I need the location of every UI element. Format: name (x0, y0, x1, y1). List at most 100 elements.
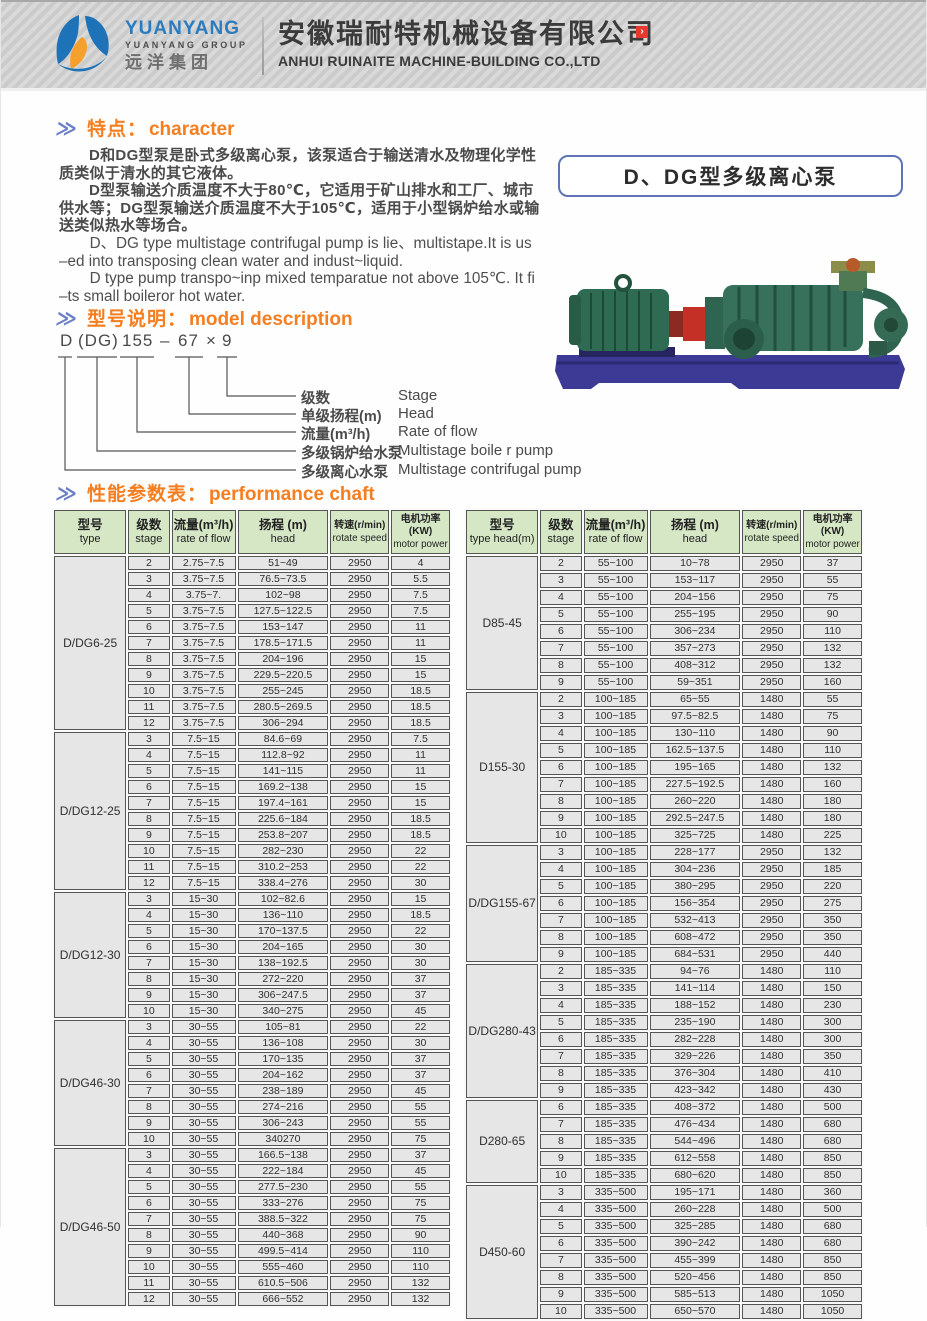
table-cell: 680 (803, 1134, 862, 1149)
table-row: 4 15~30 136~110 2950 18.5 (54, 908, 450, 922)
table-cell: 1480 (742, 1117, 802, 1132)
column-header-en: motor power (805, 538, 860, 550)
column-header-en: rate of flow (176, 533, 231, 546)
table-cell: 8 (540, 1270, 582, 1285)
table-row: 7 100~185 532~413 2950 350 (466, 913, 862, 928)
table-cell: 222~184 (237, 1164, 329, 1178)
table-cell: 2950 (330, 1180, 390, 1194)
table-cell: 2950 (742, 879, 802, 894)
table-row: 8 185~335 544~496 1480 680 (466, 1134, 862, 1149)
table-cell: 6 (128, 1068, 170, 1082)
table-cell: 37 (391, 988, 450, 1002)
column-header: 型号 type head(m) (466, 510, 539, 554)
table-cell: 55~100 (583, 607, 648, 622)
table-cell: 15 (391, 780, 450, 794)
table-cell: 7.5~15 (171, 860, 236, 874)
table-cell: 2950 (742, 590, 802, 605)
table-cell: 544~496 (649, 1134, 741, 1149)
table-cell: 6 (540, 1236, 582, 1251)
table-cell: 1480 (742, 1202, 802, 1217)
table-cell: 220 (803, 879, 862, 894)
red-arrow-icon: › (636, 26, 648, 38)
company-name-en: ANHUI RUINAITE MACHINE-BUILDING CO.,LTD (278, 53, 601, 69)
table-cell: 45 (391, 1004, 450, 1018)
character-text-line: D型泵输送介质温度不大于80℃，它适用于矿山排水和工厂、城市 (89, 182, 534, 200)
table-cell: 333~276 (237, 1196, 329, 1210)
table-cell: 5 (128, 764, 170, 778)
table-cell: 390~242 (649, 1236, 741, 1251)
table-cell: 185~335 (583, 998, 648, 1013)
table-row: D450-60 3 335~500 195~171 1480 360 (466, 1185, 862, 1319)
table-cell: 2950 (330, 1036, 390, 1050)
table-cell: 1480 (742, 1151, 802, 1166)
table-cell: 430 (803, 1083, 862, 1098)
table-cell: 162.5~137.5 (649, 743, 741, 758)
yuanyang-logo-icon (56, 15, 109, 72)
table-cell: 100~185 (583, 879, 648, 894)
column-header-cn: 扬程 (m) (670, 517, 719, 532)
model-code-token: (DG) (78, 331, 119, 350)
header-divider (262, 17, 264, 75)
table-cell: 170~135 (237, 1052, 329, 1066)
table-cell: 225.6~184 (237, 812, 329, 826)
heading-cn: 特点： (86, 119, 147, 140)
table-cell: 1480 (742, 811, 802, 826)
table-cell: 11 (128, 860, 170, 874)
table-cell: 2950 (330, 1196, 390, 1210)
table-cell: 7 (540, 777, 582, 792)
column-header-en: stage (135, 533, 163, 546)
table-cell: 30~55 (171, 1212, 236, 1226)
table-cell: 100~185 (583, 828, 648, 843)
table-cell: 1480 (742, 1304, 802, 1319)
table-cell: 304~236 (649, 862, 741, 877)
table-cell: 3 (128, 732, 170, 746)
column-header: 流量(m³/h) rate of flow (583, 510, 648, 554)
pump-type-cell: D/DG155-67 (466, 845, 539, 962)
table-row: 5 7.5~15 141~115 2950 11 (54, 764, 450, 778)
table-cell: 9 (128, 1116, 170, 1130)
table-cell: 3.75~7.5 (171, 620, 236, 634)
table-cell: 12 (128, 716, 170, 730)
table-cell: 30~55 (171, 1276, 236, 1290)
table-cell: 11 (391, 620, 450, 634)
diagram-connector-lines (58, 356, 296, 471)
table-cell: 340270 (237, 1132, 329, 1146)
model-label-en: Rate of flow (398, 423, 478, 440)
table-cell: 132 (391, 1292, 450, 1306)
table-cell: 18.5 (391, 908, 450, 922)
table-cell: 12 (128, 876, 170, 890)
model-label-row: 级数 Stage (56, 387, 636, 407)
table-cell: 3 (540, 709, 582, 724)
table-cell: 7.5~15 (171, 812, 236, 826)
performance-table-left: 型号 type 级数 stage 流量(m³/h) rate of flow 扬程 (m) h… (52, 508, 452, 1308)
logo-group-en: YUANYANG GROUP (125, 40, 248, 50)
heading-cn: 性能参数表： (86, 484, 207, 505)
table-cell: 150 (803, 981, 862, 996)
table-cell: 10 (128, 684, 170, 698)
logo-brand: YUANYANG (125, 18, 240, 39)
character-text-line: 质类似于清水的其它液体。 (59, 164, 243, 182)
table-cell: 3 (540, 573, 582, 588)
table-cell: 195~171 (649, 1185, 741, 1200)
table-cell: 680 (803, 1117, 862, 1132)
table-cell: 30~55 (171, 1116, 236, 1130)
table-cell: 100~185 (583, 896, 648, 911)
table-cell: 12 (128, 1292, 170, 1306)
column-header-cn: 转速(r/min) (334, 520, 386, 532)
table-cell: 300 (803, 1032, 862, 1047)
table-cell: 850 (803, 1151, 862, 1166)
table-cell: 2950 (330, 892, 390, 906)
column-header-cn: 型号 (489, 517, 515, 532)
table-cell: 7.5 (391, 604, 450, 618)
model-label-en: Multistage boile r pump (398, 442, 554, 459)
table-cell: 282~230 (237, 844, 329, 858)
table-cell: 2950 (330, 668, 390, 682)
table-cell: 850 (803, 1168, 862, 1183)
table-cell: 7.5 (391, 732, 450, 746)
table-cell: 45 (391, 1084, 450, 1098)
table-cell: 30~55 (171, 1148, 236, 1162)
table-cell: 335~500 (583, 1236, 648, 1251)
table-cell: 2950 (330, 556, 390, 570)
table-cell: 4 (128, 1164, 170, 1178)
